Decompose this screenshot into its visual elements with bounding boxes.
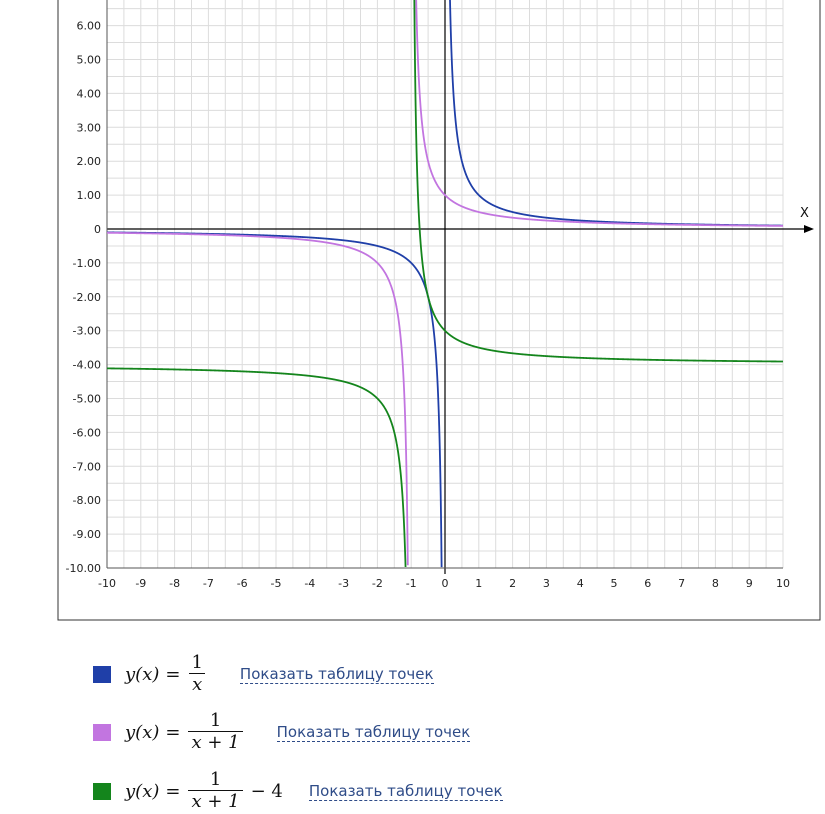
x-tick-label: -1 [406,577,417,590]
x-tick-label: 8 [712,577,719,590]
show-points-table-link-3[interactable]: Показать таблицу точек [308,781,503,801]
axes [106,0,814,574]
formula-lhs: y(x) [125,780,160,802]
y-tick-label: 4.00 [77,87,102,100]
y-tick-label: -2.00 [73,291,101,304]
formula-equals: = [165,780,181,802]
show-points-table-link-1[interactable]: Показать таблицу точек [239,664,434,684]
y-tick-label: -4.00 [73,359,101,372]
y-tick-label: -9.00 [73,528,101,541]
fraction-numerator: 1 [209,709,222,731]
curve-series-2 [415,0,784,227]
fraction-numerator: 1 [191,651,203,673]
y-tick-label: 5.00 [77,54,102,67]
function-plot: -10 -9 -8 -7 -6 -5 -4 -3 -2 -1 0 1 2 3 4 5 6 7 8 9 106.005.0… [57,0,821,621]
formula-tail: − 4 [250,780,283,802]
x-tick-label: 3 [543,577,550,590]
legend-formula-1: y(x) = 1 x [125,651,214,696]
x-tick-label: -5 [271,577,282,590]
x-tick-label: 5 [611,577,618,590]
plot-frame [57,0,821,621]
fraction-denominator: x + 1 [188,789,243,813]
x-tick-label: 10 [776,577,790,590]
x-tick-label: -10 [98,577,116,590]
x-tick-label: 2 [509,577,516,590]
x-tick-label: -3 [338,577,349,590]
y-tick-label: 6.00 [77,20,102,33]
fraction-denominator: x + 1 [188,730,243,754]
x-tick-label: 6 [644,577,651,590]
curves [106,0,784,568]
legend-item-2: y(x) = 1 x + 1 Показать таблицу точек [93,709,471,754]
legend-item-1: y(x) = 1 x Показать таблицу точек [93,651,434,696]
y-tick-label: 0 [94,223,101,236]
x-tick-label: 0 [442,577,449,590]
y-tick-label: -5.00 [73,393,101,406]
legend-swatch-3 [93,782,111,800]
formula-lhs: y(x) [125,721,160,743]
y-tick-label: 3.00 [77,121,102,134]
curve-series-3 [106,367,407,568]
fraction-numerator: 1 [209,768,222,790]
y-tick-label: -6.00 [73,426,101,439]
x-tick-label: 1 [475,577,482,590]
formula-equals: = [165,721,181,743]
y-tick-label: 2.00 [77,155,102,168]
formula-fraction: 1 x + 1 [188,768,243,813]
y-tick-label: -7.00 [73,460,101,473]
tick-labels: -10 -9 -8 -7 -6 -5 -4 -3 -2 -1 0 1 2 3 4 5 6 7 8 9 106.005.0… [66,20,809,590]
curve-series-2 [106,231,409,566]
x-tick-label: -4 [304,577,315,590]
legend-swatch-1 [93,665,111,683]
y-tick-label: -10.00 [66,562,101,575]
curve-series-1 [106,231,443,568]
formula-lhs: y(x) [125,663,160,685]
legend-formula-2: y(x) = 1 x + 1 [125,709,251,754]
y-tick-label: 1.00 [77,189,102,202]
curve-series-3 [413,0,784,363]
formula-fraction: 1 x [188,651,206,696]
formula-fraction: 1 x + 1 [188,709,243,754]
y-tick-label: -1.00 [73,257,101,270]
formula-equals: = [165,663,181,685]
x-tick-label: -8 [169,577,180,590]
fraction-denominator: x [189,672,206,696]
x-tick-label: -2 [372,577,383,590]
x-axis-arrow-icon [804,225,814,233]
x-tick-label: -6 [237,577,248,590]
y-tick-label: -3.00 [73,325,101,338]
x-tick-label: 4 [577,577,584,590]
x-tick-label: -9 [135,577,146,590]
x-axis-label: X [800,206,809,221]
legend-item-3: y(x) = 1 x + 1 − 4 Показать таблицу точе… [93,768,503,813]
x-tick-label: -7 [203,577,214,590]
x-tick-label: 9 [746,577,753,590]
show-points-table-link-2[interactable]: Показать таблицу точек [276,722,471,742]
legend-formula-3: y(x) = 1 x + 1 − 4 [125,768,283,813]
legend-swatch-2 [93,723,111,741]
x-tick-label: 7 [678,577,685,590]
y-tick-label: -8.00 [73,494,101,507]
